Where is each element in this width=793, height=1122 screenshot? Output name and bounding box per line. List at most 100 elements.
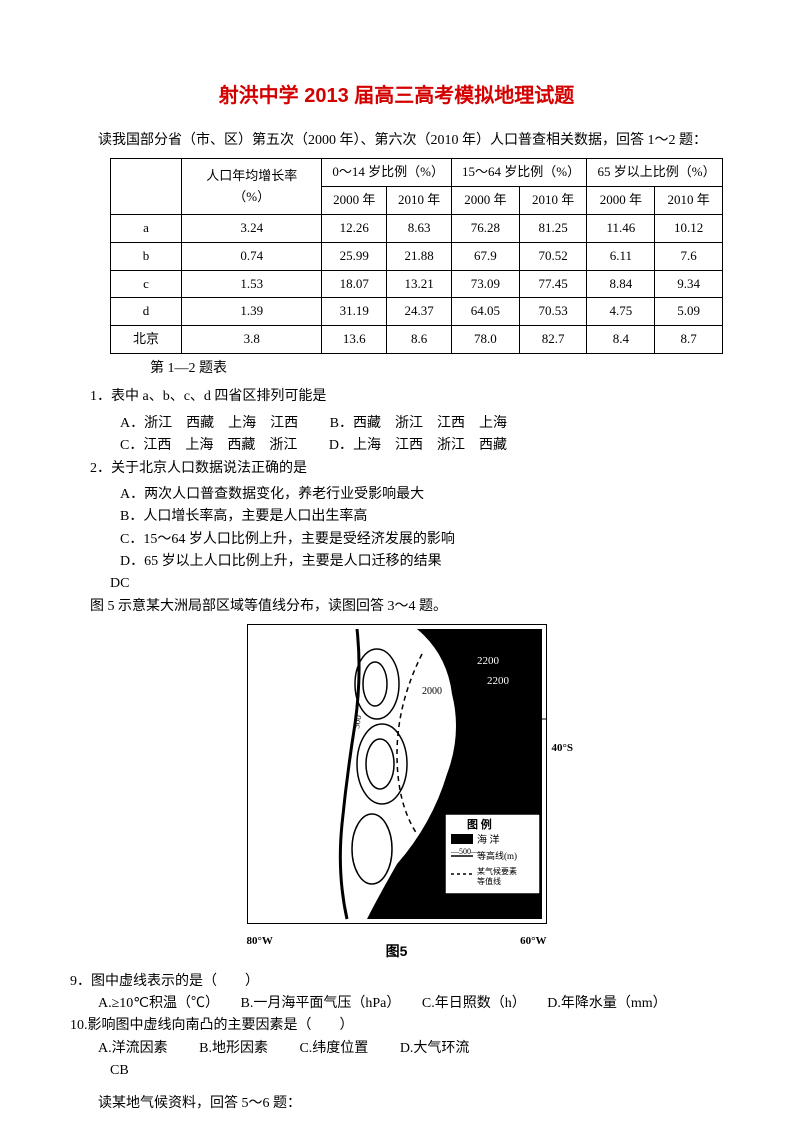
q9-opt-d: D.年降水量（mm） xyxy=(547,996,666,1011)
q1-2-answer: DC xyxy=(110,573,723,595)
table-cell: c xyxy=(111,270,182,298)
table-cell: 8.6 xyxy=(387,326,452,354)
page-title: 射洪中学 2013 届高三高考模拟地理试题 xyxy=(70,80,723,112)
svg-text:—500—: —500— xyxy=(450,847,480,856)
table-cell: 13.6 xyxy=(322,326,387,354)
q9-opt-b: B.一月海平面气压（hPa） xyxy=(241,996,401,1011)
q9-options: A.≥10℃积温（℃） B.一月海平面气压（hPa） C.年日照数（h） D.年… xyxy=(98,993,723,1015)
table-cell: 9.34 xyxy=(655,270,723,298)
q1-opt-a: A．浙江 西藏 上海 江西 xyxy=(120,416,298,431)
table-cell: 3.24 xyxy=(182,214,322,242)
yr-2000: 2000 年 xyxy=(587,187,655,215)
table-cell: 13.21 xyxy=(387,270,452,298)
yr-2000: 2000 年 xyxy=(322,187,387,215)
table-cell: 10.12 xyxy=(655,214,723,242)
table-row: c1.5318.0713.2173.0977.458.849.34 xyxy=(111,270,723,298)
col-15-64: 15～64 岁比例（%） xyxy=(451,159,587,187)
q10-stem: 10.影响图中虚线向南凸的主要因素是（ ） xyxy=(70,1015,723,1037)
fig-intro: 图 5 示意某大洲局部区域等值线分布，读图回答 3～4 题。 xyxy=(90,596,723,618)
label-2200: 2200 xyxy=(477,655,500,667)
census-table: 人口年均增长率（%） 0～14 岁比例（%） 15～64 岁比例（%） 65 岁… xyxy=(110,158,723,354)
table-row: b0.7425.9921.8867.970.526.117.6 xyxy=(111,242,723,270)
col-0-14: 0～14 岁比例（%） xyxy=(322,159,452,187)
table-cell: 5.09 xyxy=(655,298,723,326)
q10-options: A.洋流因素 B.地形因素 C.纬度位置 D.大气环流 xyxy=(98,1038,723,1060)
q1-stem: 1．表中 a、b、c、d 四省区排列可能是 xyxy=(90,386,723,408)
table-cell: 北京 xyxy=(111,326,182,354)
next-intro: 读某地气候资料，回答 5～6 题： xyxy=(70,1093,723,1115)
q1-opts-row1: A．浙江 西藏 上海 江西 B．西藏 浙江 江西 上海 xyxy=(120,413,723,435)
q2-opt-a: A．两次人口普查数据变化，养老行业受影响最大 xyxy=(120,484,723,506)
q1-opt-c: C．江西 上海 西藏 浙江 xyxy=(120,438,297,453)
table-row: a3.2412.268.6376.2881.2511.4610.12 xyxy=(111,214,723,242)
table-cell: 77.45 xyxy=(519,270,587,298)
q9-opt-c: C.年日照数（h） xyxy=(422,996,526,1011)
legend-contour: 等高线(m) xyxy=(477,850,517,861)
q9-opt-a: A.≥10℃积温（℃） xyxy=(98,996,219,1011)
figure-5: 2200 2200 2000 500 图 例 海 洋 —500— 等高线(m) … xyxy=(70,624,723,950)
q2-stem: 2．关于北京人口数据说法正确的是 xyxy=(90,458,723,480)
map-svg: 2200 2200 2000 500 图 例 海 洋 —500— 等高线(m) … xyxy=(247,624,547,924)
legend-iso2: 等值线 xyxy=(477,876,501,886)
table-cell: 8.84 xyxy=(587,270,655,298)
table-cell: 73.09 xyxy=(451,270,519,298)
col-growth: 人口年均增长率（%） xyxy=(182,159,322,215)
col-65: 65 岁以上比例（%） xyxy=(587,159,723,187)
table-cell: 8.7 xyxy=(655,326,723,354)
table-cell: 31.19 xyxy=(322,298,387,326)
table-cell: 24.37 xyxy=(387,298,452,326)
q1-opt-b: B．西藏 浙江 江西 上海 xyxy=(330,416,507,431)
table-cell: 12.26 xyxy=(322,214,387,242)
table-cell: 21.88 xyxy=(387,242,452,270)
table-cell: 8.63 xyxy=(387,214,452,242)
table-cell: 6.11 xyxy=(587,242,655,270)
table-cell: 81.25 xyxy=(519,214,587,242)
table-cell: 8.4 xyxy=(587,326,655,354)
yr-2010: 2010 年 xyxy=(655,187,723,215)
label-2200b: 2200 xyxy=(487,675,510,687)
table-cell: 70.53 xyxy=(519,298,587,326)
yr-2010: 2010 年 xyxy=(519,187,587,215)
table-cell: b xyxy=(111,242,182,270)
table-cell: 18.07 xyxy=(322,270,387,298)
table-cell: 11.46 xyxy=(587,214,655,242)
yr-2000: 2000 年 xyxy=(451,187,519,215)
table-cell: d xyxy=(111,298,182,326)
q10-opt-c: C.纬度位置 xyxy=(299,1041,368,1056)
legend-title: 图 例 xyxy=(467,817,492,831)
table-cell: a xyxy=(111,214,182,242)
table-cell: 76.28 xyxy=(451,214,519,242)
table-cell: 67.9 xyxy=(451,242,519,270)
q10-opt-b: B.地形因素 xyxy=(199,1041,268,1056)
q2-opt-b: B．人口增长率高，主要是人口出生率高 xyxy=(120,506,723,528)
q10-opt-d: D.大气环流 xyxy=(400,1041,470,1056)
table-cell: 70.52 xyxy=(519,242,587,270)
legend-ocean: 海 洋 xyxy=(477,833,500,846)
label-2000: 2000 xyxy=(422,686,442,697)
table-cell: 1.39 xyxy=(182,298,322,326)
q9-10-answer: CB xyxy=(110,1060,723,1082)
table-cell: 7.6 xyxy=(655,242,723,270)
legend-iso1: 某气候要素 xyxy=(477,866,517,876)
lon-right: 60°W xyxy=(520,933,546,951)
q1-opt-d: D．上海 江西 浙江 西藏 xyxy=(329,438,507,453)
table-cell: 4.75 xyxy=(587,298,655,326)
figure-label: 图5 xyxy=(70,940,723,962)
table-caption: 第 1—2 题表 xyxy=(150,358,723,380)
lat-label: 40°S xyxy=(552,740,574,758)
q9-stem: 9．图中虚线表示的是（ ） xyxy=(70,971,723,993)
q2-opt-c: C．15～64 岁人口比例上升，主要是受经济发展的影响 xyxy=(120,529,723,551)
q1-opts-row2: C．江西 上海 西藏 浙江 D．上海 江西 浙江 西藏 xyxy=(120,435,723,457)
table-row: d1.3931.1924.3764.0570.534.755.09 xyxy=(111,298,723,326)
intro-text: 读我国部分省（市、区）第五次（2000 年）、第六次（2010 年）人口普查相关… xyxy=(70,130,723,152)
table-row: 北京3.813.68.678.082.78.48.7 xyxy=(111,326,723,354)
table-cell: 1.53 xyxy=(182,270,322,298)
table-cell: 0.74 xyxy=(182,242,322,270)
lon-left: 80°W xyxy=(247,933,273,951)
table-cell: 25.99 xyxy=(322,242,387,270)
table-cell: 64.05 xyxy=(451,298,519,326)
table-cell: 78.0 xyxy=(451,326,519,354)
yr-2010: 2010 年 xyxy=(387,187,452,215)
q10-opt-a: A.洋流因素 xyxy=(98,1041,168,1056)
table-cell: 3.8 xyxy=(182,326,322,354)
